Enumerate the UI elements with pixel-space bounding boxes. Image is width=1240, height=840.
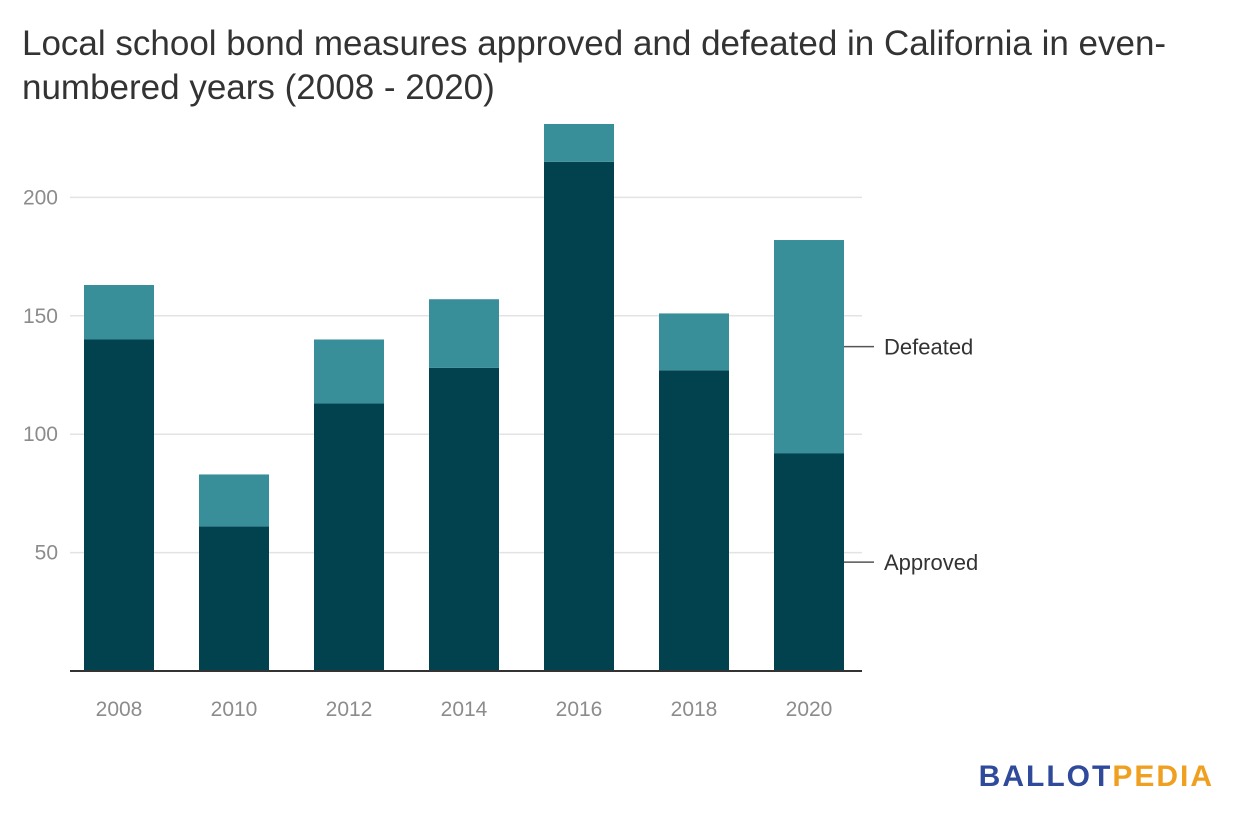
bar-approved-2016 (544, 161, 614, 671)
legend-label-defeated: Defeated (884, 335, 973, 360)
x-tick-label-2010: 2010 (211, 698, 258, 721)
bars (84, 123, 844, 671)
x-tick-label-2016: 2016 (556, 698, 603, 721)
bar-approved-2010 (199, 526, 269, 671)
bar-approved-2020 (774, 453, 844, 671)
chart-title: Local school bond measures approved and … (22, 24, 1167, 107)
bar-defeated-2014 (429, 299, 499, 368)
ballotpedia-logo: BALLOTPEDIA (979, 760, 1214, 794)
bar-defeated-2012 (314, 339, 384, 404)
bar-approved-2008 (84, 339, 154, 671)
bar-approved-2014 (429, 367, 499, 671)
y-tick-label-150: 150 (23, 305, 58, 328)
bar-defeated-2016 (544, 123, 614, 162)
bar-approved-2018 (659, 370, 729, 671)
x-tick-label-2020: 2020 (786, 698, 833, 721)
bar-defeated-2020 (774, 240, 844, 454)
bar-defeated-2008 (84, 285, 154, 340)
bar-defeated-2018 (659, 313, 729, 371)
bar-defeated-2010 (199, 474, 269, 527)
bar-approved-2012 (314, 403, 384, 671)
y-tick-label-50: 50 (35, 542, 58, 565)
logo-text-ballot: BALLOT (978, 760, 1113, 793)
legend: Approved Defeated (844, 335, 978, 575)
legend-label-approved: Approved (884, 550, 978, 575)
x-tick-label-2012: 2012 (326, 698, 373, 721)
x-tick-label-2008: 2008 (96, 698, 143, 721)
y-axis-ticks: 50 100 150 200 (23, 186, 58, 564)
y-tick-label-200: 200 (23, 186, 58, 209)
logo-text-pedia: PEDIA (1112, 760, 1214, 793)
x-tick-label-2018: 2018 (671, 698, 718, 721)
y-tick-label-100: 100 (23, 423, 58, 446)
x-tick-label-2014: 2014 (441, 698, 488, 721)
x-axis-ticks: 2008 2010 2012 2014 2016 2018 2020 (96, 698, 833, 721)
